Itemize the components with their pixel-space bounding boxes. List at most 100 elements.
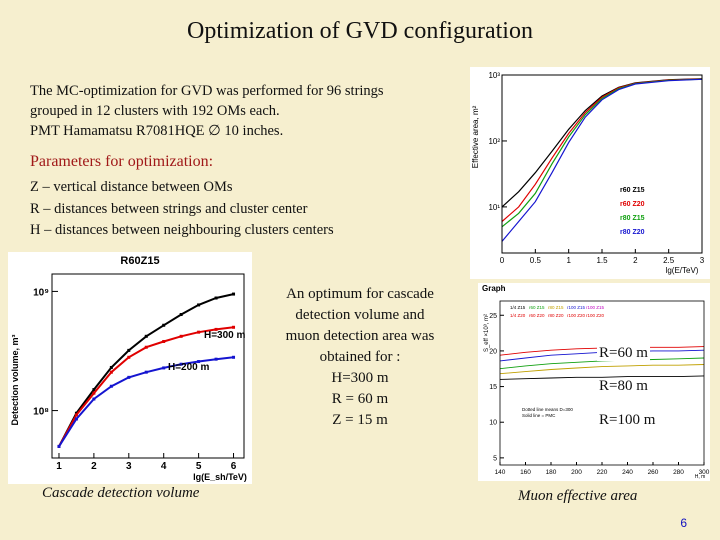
data-point: [162, 339, 166, 343]
annotation-h200: H=200 m: [168, 362, 210, 373]
data-point: [232, 325, 236, 329]
y-tick-label: 10⁸: [33, 407, 49, 418]
data-point: [232, 292, 236, 296]
legend-entry: r100 Z15: [586, 305, 605, 310]
x-tick-label: 1: [56, 461, 62, 472]
data-point: [74, 417, 78, 421]
data-point: [127, 348, 131, 352]
x-tick-label: 2: [91, 461, 97, 472]
y-tick-label: 10²: [488, 137, 500, 146]
data-point: [179, 334, 183, 338]
data-point: [179, 313, 183, 317]
data-point: [214, 357, 218, 361]
plot-frame: [501, 74, 703, 254]
caption-muon: Muon effective area: [518, 488, 638, 504]
y-tick-label: 5: [493, 455, 497, 462]
intro-line: grouped in 12 clusters with 192 OMs each…: [30, 103, 280, 119]
muon-label-r100: R=100 m: [597, 412, 658, 428]
param-r: R – distances between strings and cluste…: [30, 200, 308, 217]
muon-label-r80: R=80 m: [597, 378, 650, 394]
chart-title: R60Z15: [120, 255, 159, 267]
y-tick-label: 10: [489, 420, 497, 427]
note-line: Dotted line means D=300: [522, 407, 573, 412]
optimum-value-r: R = 60 m: [331, 391, 389, 407]
optimum-value-z: Z = 15 m: [332, 412, 388, 428]
series-line: [501, 78, 703, 228]
x-tick-label: 1: [566, 256, 571, 265]
x-tick-label: 4: [161, 461, 167, 472]
x-tick-label: 0: [500, 256, 505, 265]
data-point: [197, 330, 201, 334]
data-point: [109, 384, 113, 388]
x-tick-label: 2.5: [663, 256, 675, 265]
x-tick-label: 200: [571, 469, 582, 476]
slide-title: Optimization of GVD configuration: [187, 18, 533, 44]
params-heading: Parameters for optimization:: [30, 153, 214, 170]
x-tick-label: 280: [673, 469, 684, 476]
y-axis-label: Effective area, m²: [471, 105, 480, 168]
series-line: [499, 375, 705, 380]
param-z: Z – vertical distance between OMs: [30, 179, 233, 195]
x-tick-label: 6: [231, 461, 237, 472]
legend-entry: r80 Z20: [620, 229, 645, 236]
muon-area-chart: Graph S_eff ×10³, m² H, m 140 160 180 200 22…: [482, 284, 710, 480]
x-tick-label: 5: [196, 461, 202, 472]
annotation-h300: H=300 m: [204, 330, 246, 341]
legend-entry: r60 Z15: [620, 187, 645, 194]
x-tick-label: 300: [699, 469, 710, 476]
intro-line: The MC-optimization for GVD was performe…: [30, 83, 384, 99]
legend-entry: r100 Z20: [586, 313, 605, 318]
data-point: [144, 334, 148, 338]
caption-cascade: Cascade detection volume: [42, 485, 200, 501]
cascade-volume-panel: R60Z15 Detection volume, m³ lg(E_sh/TeV)…: [8, 252, 252, 484]
legend-entry: r80 Z15: [620, 215, 645, 222]
data-point: [179, 362, 183, 366]
param-h: H – distances between neighbouring clust…: [30, 222, 334, 238]
cascade-volume-chart: R60Z15 Detection volume, m³ lg(E_sh/TeV)…: [10, 255, 247, 482]
legend-entry: r80 Z15: [548, 305, 564, 310]
x-tick-label: 1.5: [596, 256, 608, 265]
data-point: [92, 391, 96, 395]
series-line: [501, 78, 703, 242]
y-tick-label: 10¹: [488, 203, 500, 212]
data-point: [127, 375, 131, 379]
optimum-line: muon detection area was: [285, 328, 435, 344]
legend-entry: 1/4 Z15: [510, 305, 526, 310]
legend-entry: r80 Z20: [548, 313, 564, 318]
x-tick-label: 220: [597, 469, 608, 476]
x-axis-label: H, m: [695, 474, 706, 480]
x-tick-label: 160: [520, 469, 531, 476]
effective-area-panel: Effective area, m² lg(E/TeV) 0 0.5 1 1.5 2 2.…: [470, 67, 710, 279]
intro-text: The MC-optimization for GVD was performe…: [30, 81, 450, 141]
data-point: [214, 296, 218, 300]
y-tick-label: 15: [489, 384, 497, 391]
page-number: 6: [680, 516, 687, 530]
data-point: [109, 365, 113, 369]
data-point: [197, 303, 201, 307]
x-tick-label: 240: [622, 469, 633, 476]
optimum-line: An optimum for cascade: [286, 286, 434, 302]
optimum-line: obtained for :: [319, 349, 401, 365]
data-point: [144, 370, 148, 374]
x-tick-label: 3: [700, 256, 705, 265]
y-tick-label: 20: [489, 348, 497, 355]
data-point: [162, 323, 166, 327]
y-tick-label: 10⁹: [33, 287, 49, 298]
data-point: [144, 345, 148, 349]
legend-entry: 1/4 Z20: [510, 313, 526, 318]
series-line: [58, 326, 234, 447]
y-axis-label: S_eff ×10³, m²: [484, 314, 490, 352]
data-point: [92, 397, 96, 401]
y-tick-label: 10³: [488, 71, 500, 80]
x-tick-label: 260: [648, 469, 659, 476]
data-point: [92, 388, 96, 392]
legend-entry: r100 Z15: [567, 305, 586, 310]
x-tick-label: 0.5: [530, 256, 542, 265]
plot-frame: [51, 273, 245, 459]
data-point: [232, 355, 236, 359]
params-list: Z – vertical distance between OMs R – di…: [30, 177, 470, 242]
data-point: [57, 444, 61, 448]
x-tick-label: 2: [633, 256, 638, 265]
legend-entry: r60 Z20: [529, 313, 545, 318]
x-tick-label: 140: [495, 469, 506, 476]
